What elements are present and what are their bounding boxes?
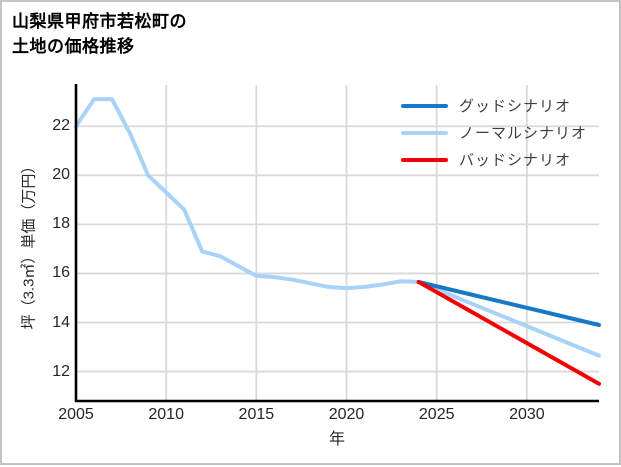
x-tick-label: 2010 — [148, 406, 184, 423]
y-tick-label: 14 — [52, 313, 70, 331]
chart-title-line2: 土地の価格推移 — [12, 37, 135, 56]
chart-title-line1: 山梨県甲府市若松町の — [12, 12, 187, 31]
legend-label-good: グッドシナリオ — [459, 98, 572, 115]
y-tick-label: 18 — [52, 215, 70, 233]
legend-item-bad-scenario: バッドシナリオ — [401, 146, 587, 173]
chart-title: 山梨県甲府市若松町の 土地の価格推移 — [12, 9, 187, 59]
legend-label-normal: ノーマルシナリオ — [459, 125, 588, 142]
legend-item-normal-scenario: ノーマルシナリオ — [401, 119, 587, 146]
legend-label-bad: バッドシナリオ — [459, 152, 572, 169]
legend: グッドシナリオ ノーマルシナリオ バッドシナリオ — [401, 92, 587, 173]
legend-line-swatch-bad — [401, 157, 448, 162]
legend-item-good-scenario: グッドシナリオ — [401, 92, 587, 119]
legend-line-swatch-normal — [401, 130, 448, 135]
series-line-グッドシナリオ — [416, 280, 601, 327]
y-tick-label: 16 — [52, 264, 70, 282]
x-tick-label: 2030 — [509, 406, 545, 423]
x-tick-label: 2020 — [328, 406, 365, 423]
series-line-ノーマルシナリオ — [74, 97, 601, 358]
series-line-バッドシナリオ — [416, 280, 601, 386]
x-tick-label: 2025 — [418, 406, 455, 423]
x-axis-label: 年 — [328, 431, 346, 448]
x-tick-label: 2015 — [238, 406, 275, 423]
y-tick-label: 20 — [52, 166, 70, 184]
legend-line-swatch-good — [401, 103, 448, 108]
y-tick-label: 22 — [52, 117, 70, 135]
y-axis-label: 坪（3.3㎡）単価（万円） — [20, 158, 38, 330]
y-tick-label: 12 — [52, 362, 70, 380]
x-tick-label: 2005 — [58, 406, 94, 423]
